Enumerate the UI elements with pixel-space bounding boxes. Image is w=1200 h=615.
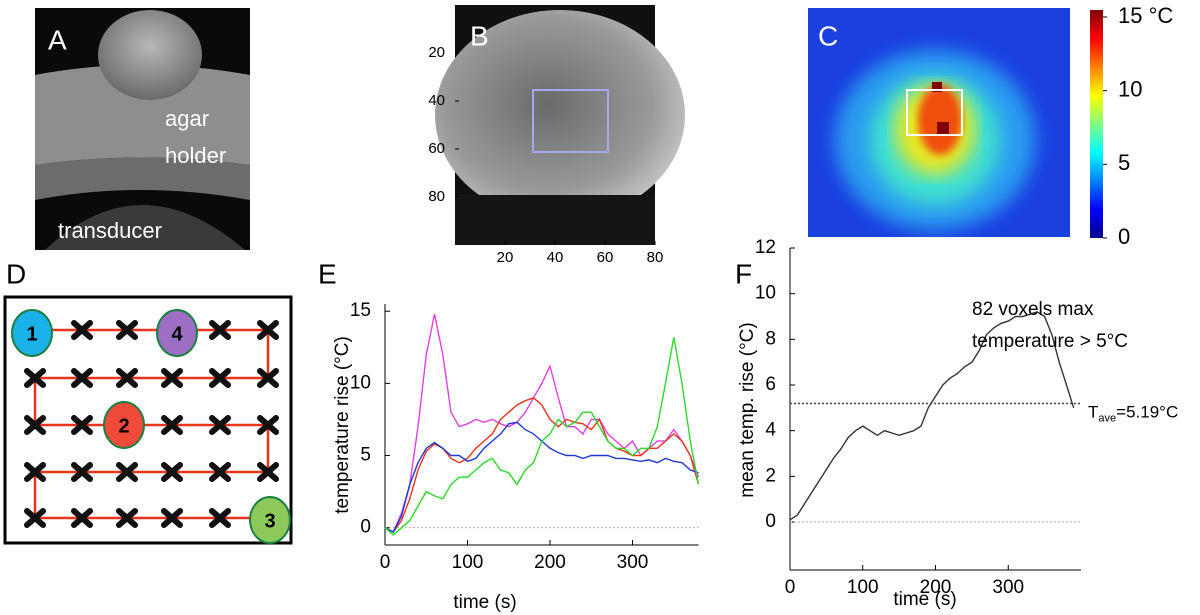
x-mark <box>71 320 93 340</box>
x-mark <box>71 368 93 388</box>
x-mark <box>209 508 231 528</box>
position-label: 2 <box>118 415 129 437</box>
x-tick-label: 20 <box>497 249 514 266</box>
x-mark <box>257 320 279 340</box>
x-mark <box>24 462 46 482</box>
position-marker <box>249 496 291 544</box>
data-line <box>384 337 700 536</box>
y-tick-label: 0 <box>765 511 776 532</box>
y-tick-label: 10 <box>755 283 776 304</box>
x-mark <box>209 415 231 435</box>
x-mark <box>71 415 93 435</box>
y-tick-label: 80 <box>428 188 445 205</box>
position-marker <box>11 309 53 357</box>
image-annotation: holder <box>165 143 226 168</box>
x-axis-title: time (s) <box>893 589 956 610</box>
panel-label: A <box>48 24 67 55</box>
x-tick-label: 300 <box>617 552 649 573</box>
panel-label: C <box>818 20 838 51</box>
x-mark <box>161 508 183 528</box>
panel-label: E <box>318 258 337 289</box>
mri-image-b <box>435 5 685 245</box>
x-mark <box>161 368 183 388</box>
x-mark <box>116 368 138 388</box>
x-mark <box>71 508 93 528</box>
x-mark <box>116 462 138 482</box>
y-tick-label: 20 <box>428 44 445 61</box>
x-mark <box>116 508 138 528</box>
data-line <box>789 311 1075 521</box>
image-annotation: agar <box>165 106 209 131</box>
position-marker <box>156 309 198 357</box>
x-mark <box>24 415 46 435</box>
x-mark <box>24 508 46 528</box>
y-axis-title: mean temp. rise (°C) <box>737 322 758 497</box>
position-label: 4 <box>171 323 183 345</box>
panel-label: D <box>6 258 26 289</box>
y-tick-label: 15 <box>350 300 371 321</box>
y-tick-label: 40 <box>428 92 445 109</box>
data-line <box>384 397 700 533</box>
x-tick-label: 0 <box>785 577 796 598</box>
colorbar-tick-label: 10 <box>1118 76 1142 101</box>
x-tick-label: 300 <box>992 577 1024 598</box>
y-tick-label: 5 <box>360 445 371 466</box>
x-tick-label: 100 <box>847 577 879 598</box>
annotation: temperature > 5°C <box>972 331 1128 352</box>
heatmap <box>808 8 1103 238</box>
y-tick-label: 12 <box>755 237 776 258</box>
x-tick-label: 200 <box>920 577 952 598</box>
data-line <box>384 421 699 533</box>
x-axis-title: time (s) <box>453 592 516 613</box>
x-mark <box>209 320 231 340</box>
x-tick-label: 60 <box>597 249 614 266</box>
y-axis-title: temperature rise (°C) <box>332 336 353 514</box>
mri-image-a <box>35 8 250 250</box>
x-mark <box>209 462 231 482</box>
x-tick-label: 100 <box>452 552 484 573</box>
colorbar-tick-label: 15 °C <box>1118 3 1173 28</box>
position-marker <box>103 401 145 449</box>
x-tick-label: 80 <box>647 249 664 266</box>
reference-label: Tave=5.19°C <box>1088 403 1178 424</box>
y-tick-label: 10 <box>350 372 371 393</box>
x-mark <box>116 320 138 340</box>
x-mark <box>71 462 93 482</box>
position-label: 1 <box>26 323 37 345</box>
colorbar-tick-label: 0 <box>1118 224 1130 249</box>
x-mark <box>209 368 231 388</box>
x-mark <box>24 368 46 388</box>
x-mark <box>161 462 183 482</box>
x-mark <box>161 415 183 435</box>
x-mark <box>257 368 279 388</box>
position-label: 3 <box>264 510 275 532</box>
y-tick-label: 0 <box>360 517 371 538</box>
label-symbol: T <box>1088 403 1098 422</box>
y-tick-label: 60 <box>428 140 445 157</box>
label-text: =5.19°C <box>1116 403 1178 422</box>
x-tick-label: 0 <box>380 552 391 573</box>
x-mark <box>257 415 279 435</box>
colorbar-tick-label: 5 <box>1118 150 1130 175</box>
x-mark <box>257 462 279 482</box>
y-tick-label: 6 <box>765 374 776 395</box>
image-annotation: transducer <box>58 218 162 243</box>
y-tick-label: 2 <box>765 465 776 486</box>
y-tick-label: 8 <box>765 328 776 349</box>
annotation: 82 voxels max <box>972 299 1094 320</box>
panel-label: B <box>470 20 489 51</box>
label-subscript: ave <box>1098 412 1116 424</box>
y-tick-label: 4 <box>765 420 776 441</box>
panel-label: F <box>735 258 752 289</box>
x-tick-label: 40 <box>547 249 564 266</box>
x-tick-label: 200 <box>534 552 566 573</box>
data-line <box>384 313 700 533</box>
